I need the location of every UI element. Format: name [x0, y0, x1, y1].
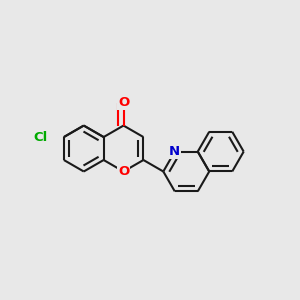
- Text: O: O: [118, 96, 129, 109]
- Text: Cl: Cl: [34, 130, 48, 143]
- Text: N: N: [169, 145, 180, 158]
- Text: O: O: [118, 165, 129, 178]
